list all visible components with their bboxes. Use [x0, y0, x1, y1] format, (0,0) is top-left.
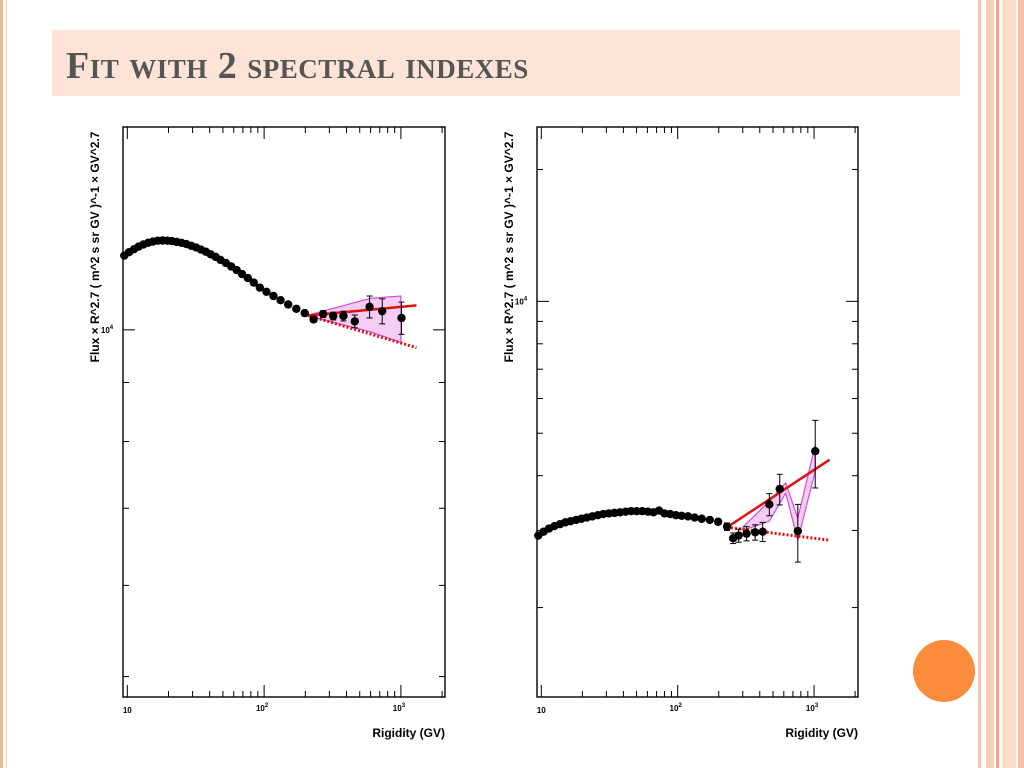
data-point — [262, 287, 271, 296]
x-tick-label-1000: 103 — [393, 703, 406, 713]
data-point — [811, 446, 820, 456]
x-tick-label-100: 102 — [670, 703, 683, 713]
data-point — [284, 300, 293, 309]
plot-frame — [122, 126, 446, 698]
data-point — [300, 308, 309, 318]
data-point — [318, 309, 328, 319]
left-frame-stripe — [0, 0, 3, 768]
data-point — [775, 484, 784, 494]
data-point — [249, 278, 258, 287]
data-point — [690, 513, 699, 522]
data-point — [292, 304, 301, 313]
x-tick-label-10: 10 — [123, 706, 132, 715]
x-tick-label-1000: 103 — [806, 703, 819, 713]
x-axis-label: Rigidity (GV) — [785, 726, 858, 740]
data-point — [683, 512, 693, 521]
y-tick-label-10000: 104 — [101, 325, 114, 335]
data-point — [713, 517, 723, 526]
slide-title: Fit with 2 spectral indexes — [66, 45, 529, 87]
y-axis-label: Flux × R^2.7 ( m^2 s sr GV )^-1 × GV^2.7 — [88, 131, 102, 362]
data-point — [697, 514, 706, 523]
chart-right: 10 102 103 104 Rigidity (GV) Flux × R^2.7 ( m… — [502, 126, 859, 740]
x-tick-label-100: 102 — [256, 703, 269, 713]
y-tick-label-10000: 104 — [515, 296, 528, 306]
y-axis-ticks — [537, 168, 858, 609]
data-point — [705, 515, 714, 525]
left-frame-line — [6, 0, 7, 768]
x-axis-ticks — [540, 127, 856, 697]
plot-frame — [536, 126, 859, 698]
data-point — [309, 315, 318, 324]
data-point — [722, 522, 732, 531]
accent-dot — [913, 640, 975, 702]
right-decorative-stripes — [978, 0, 1024, 768]
data-point — [677, 511, 686, 520]
data-point — [765, 500, 774, 509]
data-point — [750, 528, 760, 537]
data-point — [742, 529, 751, 538]
data-point — [397, 313, 406, 323]
data-point — [255, 283, 265, 292]
data-point — [269, 291, 278, 301]
x-axis-ticks — [126, 127, 443, 697]
data-series — [534, 419, 820, 563]
fit-line-single-index — [726, 525, 830, 542]
data-point — [350, 317, 359, 326]
y-axis-label: Flux × R^2.7 ( m^2 s sr GV )^-1 × GV^2.7 — [502, 131, 516, 362]
fit-line-single-index — [307, 314, 417, 350]
fit-line-two-index — [726, 458, 831, 529]
data-point — [365, 302, 374, 312]
data-point — [243, 273, 253, 283]
title-bar: Fit with 2 spectral indexes — [52, 30, 960, 96]
data-series — [120, 236, 406, 335]
data-point — [734, 531, 743, 540]
chart-left: 10 102 103 104 Rigidity (GV) Flux × R^2.7 ( m… — [88, 126, 446, 740]
data-point — [339, 311, 348, 321]
data-point — [276, 296, 285, 305]
data-point — [378, 306, 387, 316]
data-point — [793, 526, 803, 536]
data-point — [329, 311, 338, 321]
y-axis-ticks — [123, 329, 445, 678]
x-axis-label: Rigidity (GV) — [372, 726, 445, 740]
data-point — [758, 527, 767, 536]
x-tick-label-10: 10 — [537, 706, 546, 715]
